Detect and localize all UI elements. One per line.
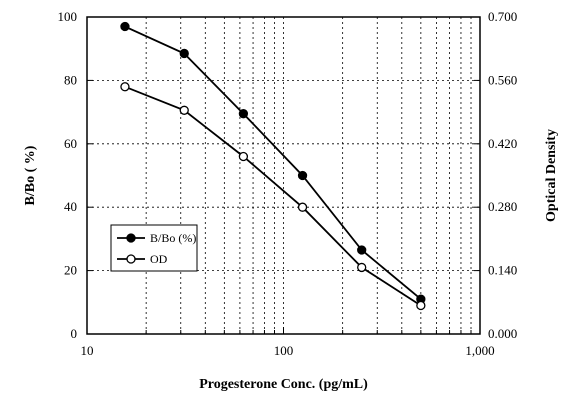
y-left-tick-label: 60	[64, 136, 77, 151]
x-axis-title: Progesterone Conc. (pg/mL)	[199, 377, 368, 392]
data-point-series-2	[357, 262, 367, 273]
tick-labels: 10 100 1,000 0 20 40 60 80 100 0.000 0.140 0.280 0.4…	[58, 9, 518, 358]
legend-label-2: OD	[150, 252, 168, 266]
data-point-series-2	[120, 82, 130, 92]
y-left-tick-label: 100	[58, 9, 78, 24]
data-point-series-2	[179, 105, 189, 115]
series-layer	[120, 21, 426, 311]
series-line-1	[124, 25, 422, 300]
y-right-tick-label: 0.560	[488, 72, 517, 87]
y-left-tick-label: 0	[71, 326, 78, 341]
data-point-series-1	[357, 245, 367, 255]
y-left-tick-label: 40	[64, 199, 77, 214]
legend-box	[110, 224, 198, 272]
data-point-series-2	[238, 151, 249, 162]
series-line-2	[124, 85, 422, 307]
y-right-tick-label: 0.420	[488, 136, 517, 151]
y-right-tick-label: 0.700	[488, 9, 517, 24]
legend-marker-1	[126, 233, 136, 243]
legend-label-1: B/Bo (%)	[150, 231, 196, 245]
data-point-series-1	[238, 109, 249, 119]
data-point-series-1	[297, 170, 308, 181]
ticks	[86, 16, 481, 335]
legend-marker-2	[126, 254, 136, 264]
plot-frame	[86, 16, 481, 335]
y-axis-right-title: Optical Density	[544, 129, 559, 222]
y-right-tick-label: 0.140	[488, 263, 517, 278]
y-left-tick-label: 20	[64, 263, 77, 278]
data-point-series-2	[297, 202, 308, 212]
x-tick-label: 10	[81, 343, 94, 358]
data-point-series-1	[120, 21, 130, 32]
y-axis-left-title: B/Bo ( %)	[23, 145, 38, 205]
grid-lines	[87, 17, 480, 334]
y-left-tick-label: 80	[64, 72, 77, 87]
legend: B/Bo (%) OD	[110, 224, 198, 272]
y-right-tick-label: 0.000	[488, 326, 517, 341]
x-tick-label: 100	[274, 343, 294, 358]
x-tick-label: 1,000	[465, 343, 494, 358]
y-right-tick-label: 0.280	[488, 199, 517, 214]
data-point-series-2	[416, 300, 426, 311]
data-point-series-1	[179, 48, 189, 59]
